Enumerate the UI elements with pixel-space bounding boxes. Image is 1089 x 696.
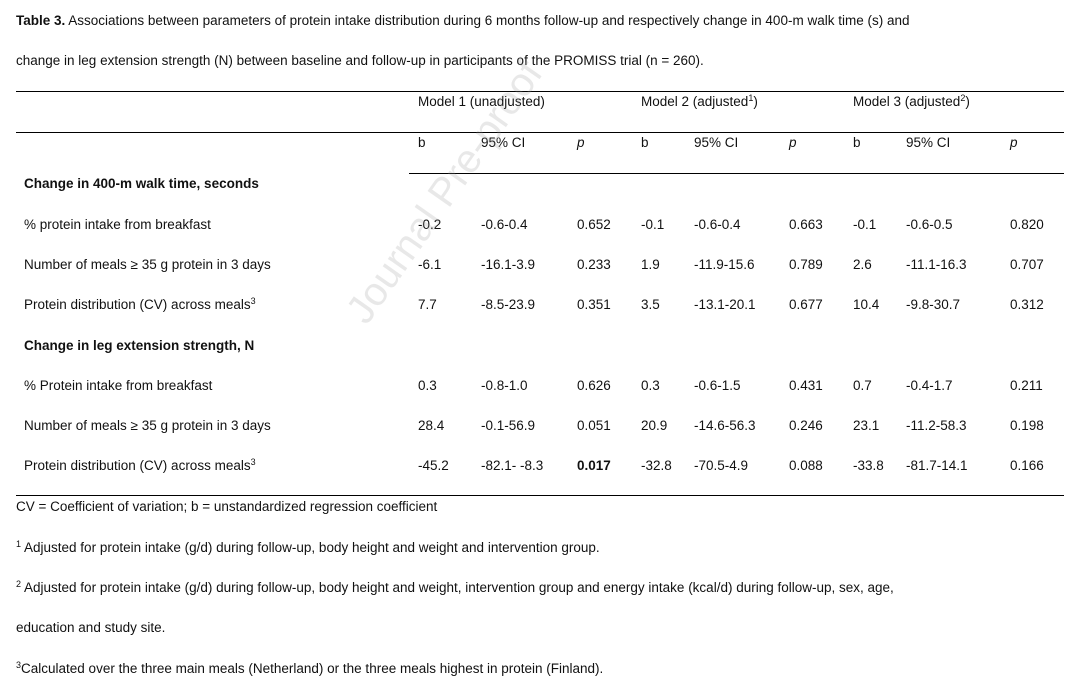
table-cell: 0.3: [641, 378, 660, 393]
footnote-abbreviations: CV = Coefficient of variation; b = unsta…: [16, 499, 438, 514]
table-cell: -6.1: [418, 257, 442, 272]
table-bottom-rule: [16, 495, 1064, 496]
table-cell: 0.246: [789, 418, 823, 433]
row-label: % protein intake from breakfast: [24, 217, 211, 232]
row-label: Number of meals ≥ 35 g protein in 3 days: [24, 418, 271, 433]
table-caption-line1: Table 3. Associations between parameters…: [16, 13, 910, 28]
table-cell: -45.2: [418, 458, 449, 473]
table-cell: 0.088: [789, 458, 823, 473]
table-cell: 3.5: [641, 297, 660, 312]
table-cell: 0.677: [789, 297, 823, 312]
table-cell: -11.2-58.3: [906, 418, 967, 433]
table-cell: -33.8: [853, 458, 884, 473]
table-cell: -11.9-15.6: [694, 257, 755, 272]
table-cell: -9.8-30.7: [906, 297, 961, 312]
table-cell: 0.652: [577, 217, 611, 232]
model1-b-header: b: [418, 135, 426, 150]
table-top-rule: [16, 91, 1064, 92]
table-cell: 7.7: [418, 297, 437, 312]
model3-header: Model 3 (adjusted2): [853, 93, 970, 110]
table-cell: 0.166: [1010, 458, 1044, 473]
footnote-2: 2 Adjusted for protein intake (g/d) duri…: [16, 579, 894, 596]
footnote-1: 1 Adjusted for protein intake (g/d) duri…: [16, 539, 600, 556]
model2-b-header: b: [641, 135, 649, 150]
table-cell: 0.7: [853, 378, 872, 393]
table-caption-label: Table 3.: [16, 13, 66, 28]
table-cell: 0.820: [1010, 217, 1044, 232]
table-header-rule: [16, 132, 1064, 133]
table-cell: -0.8-1.0: [481, 378, 528, 393]
table-cell: 2.6: [853, 257, 872, 272]
table-cell: -0.4-1.7: [906, 378, 953, 393]
table-cell: 0.198: [1010, 418, 1044, 433]
model2-ci-header: 95% CI: [694, 135, 739, 150]
table-cell: -0.6-1.5: [694, 378, 741, 393]
table-caption-line2: change in leg extension strength (N) bet…: [16, 53, 704, 68]
footnote-3: 3Calculated over the three main meals (N…: [16, 660, 604, 677]
table-cell: -0.1-56.9: [481, 418, 536, 433]
row-label: % Protein intake from breakfast: [24, 378, 213, 393]
table-cell: -13.1-20.1: [694, 297, 756, 312]
model3-p-header: p: [1010, 135, 1018, 150]
model1-p-header: p: [577, 135, 585, 150]
table-cell: 0.431: [789, 378, 823, 393]
table-cell: -8.5-23.9: [481, 297, 536, 312]
table-cell: -32.8: [641, 458, 672, 473]
table-cell: -0.6-0.4: [481, 217, 528, 232]
table-cell: -0.2: [418, 217, 442, 232]
table-cell: 0.312: [1010, 297, 1044, 312]
table-cell: 0.051: [577, 418, 611, 433]
table-cell: 0.351: [577, 297, 611, 312]
table-cell: 0.211: [1010, 378, 1043, 393]
model1-header: Model 1 (unadjusted): [418, 94, 545, 109]
table-cell: -16.1-3.9: [481, 257, 536, 272]
footnote-2-continued: education and study site.: [16, 620, 166, 635]
model2-p-header: p: [789, 135, 797, 150]
table-cell: -14.6-56.3: [694, 418, 756, 433]
model3-ci-header: 95% CI: [906, 135, 951, 150]
model1-ci-header: 95% CI: [481, 135, 526, 150]
table-cell: 0.3: [418, 378, 437, 393]
table-cell: 0.707: [1010, 257, 1044, 272]
section-title-leg-strength: Change in leg extension strength, N: [24, 338, 255, 353]
table-cell: -0.1: [641, 217, 665, 232]
table-cell: 23.1: [853, 418, 880, 433]
row-label: Number of meals ≥ 35 g protein in 3 days: [24, 257, 271, 272]
row-label: Protein distribution (CV) across meals3: [24, 296, 256, 313]
model2-header: Model 2 (adjusted1): [641, 93, 758, 110]
table-cell: 20.9: [641, 418, 668, 433]
table-cell: -81.7-14.1: [906, 458, 968, 473]
table-cell: 0.789: [789, 257, 823, 272]
table-cell: 0.626: [577, 378, 611, 393]
model3-b-header: b: [853, 135, 861, 150]
table-cell: -11.1-16.3: [906, 257, 967, 272]
table-cell: 0.017: [577, 458, 611, 473]
row-label: Protein distribution (CV) across meals3: [24, 457, 256, 474]
table-cell: -0.1: [853, 217, 877, 232]
table-subheader-rule: [409, 173, 1064, 174]
table-cell: 0.233: [577, 257, 611, 272]
table-cell: 10.4: [853, 297, 880, 312]
table-cell: 1.9: [641, 257, 660, 272]
table-cell: -0.6-0.5: [906, 217, 953, 232]
table-cell: -82.1- -8.3: [481, 458, 544, 473]
table-cell: 0.663: [789, 217, 823, 232]
table-cell: -0.6-0.4: [694, 217, 741, 232]
section-title-walk-time: Change in 400-m walk time, seconds: [24, 176, 259, 191]
table-cell: -70.5-4.9: [694, 458, 749, 473]
table-cell: 28.4: [418, 418, 445, 433]
